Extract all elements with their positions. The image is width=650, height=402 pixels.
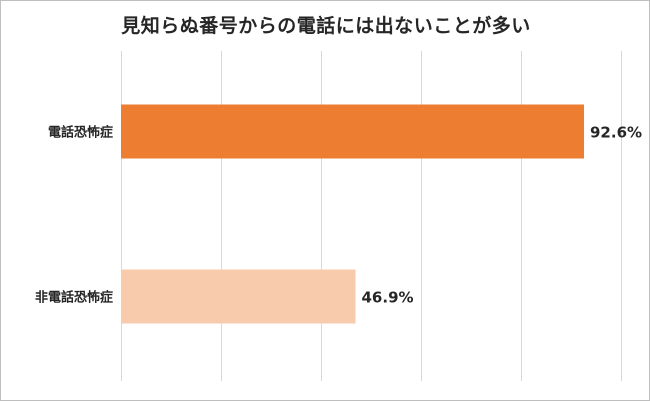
- category-label-2: 非電話恐怖症: [35, 290, 113, 306]
- data-label-2: 46.9%: [362, 289, 414, 307]
- bar-1: [121, 104, 584, 159]
- category-label-1: 電話恐怖症: [48, 125, 113, 141]
- chart-title: 見知らぬ番号からの電話には出ないことが多い: [121, 15, 531, 37]
- data-label-1: 92.6%: [590, 124, 642, 142]
- bar-2: [121, 269, 356, 324]
